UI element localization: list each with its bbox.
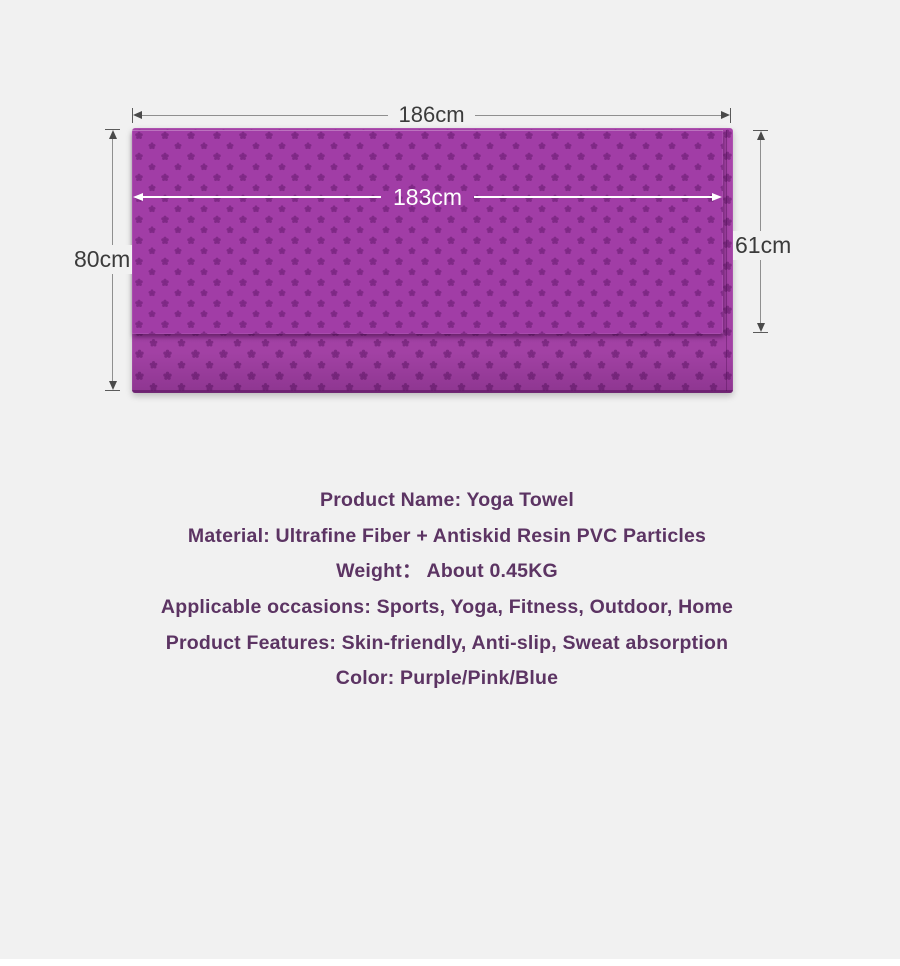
dimension-label-186: 186cm <box>398 102 465 127</box>
towel-fold-crease <box>726 130 727 391</box>
weight-line: Weight： About 0.45KG <box>336 560 558 583</box>
dimension-line <box>474 196 713 198</box>
arrow-right-icon <box>721 111 731 119</box>
dimension-label-61: 61cm <box>733 231 794 260</box>
features-line: Product Features: Skin-friendly, Anti-sl… <box>165 631 729 654</box>
dimension-label-183: 183cm <box>392 183 463 210</box>
arrow-right-icon <box>712 193 723 201</box>
product-name-line: Product Name: Yoga Towel <box>319 489 574 511</box>
arrow-down-icon <box>108 381 117 390</box>
towel-inner-surface <box>132 130 723 334</box>
page-bottom-strip <box>0 959 900 966</box>
occasions-line: Applicable occasions: Sports, Yoga, Fitn… <box>160 596 734 619</box>
dimension-top-186: 186cm <box>132 102 732 127</box>
dimension-label-80: 80cm <box>72 245 133 274</box>
arrow-left-icon <box>133 193 143 201</box>
dimension-end-tick <box>132 107 133 123</box>
towel-bottom-edge <box>132 390 733 393</box>
dimension-inner-183: 183cm <box>133 183 723 210</box>
towel-inner <box>132 130 723 334</box>
dimension-line <box>474 114 722 116</box>
dimension-line <box>142 114 389 116</box>
arrow-left-icon <box>133 111 142 119</box>
dimension-end-tick <box>753 332 768 333</box>
arrow-up-icon <box>756 131 765 140</box>
dimension-line <box>143 196 381 198</box>
dimension-end-tick <box>105 129 120 130</box>
arrow-down-icon <box>756 323 765 332</box>
dimension-end-tick <box>730 107 732 123</box>
dimension-end-tick <box>105 390 120 391</box>
product-info: Product Name: Yoga Towel Material: Ultra… <box>0 483 894 697</box>
arrow-up-icon <box>108 130 117 139</box>
dimension-end-tick <box>753 130 768 131</box>
material-line: Material: Ultrafine Fiber + Antiskid Res… <box>187 524 707 547</box>
color-line: Color: Purple/Pink/Blue <box>335 667 559 690</box>
